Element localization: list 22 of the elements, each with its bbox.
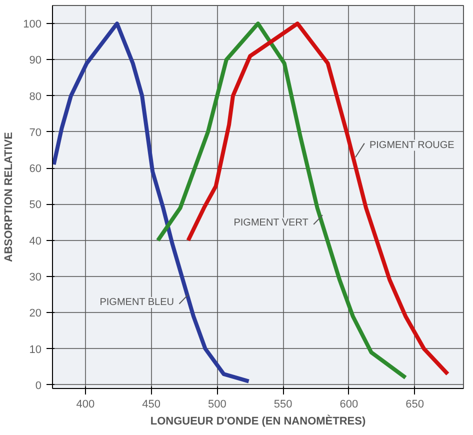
y-tick-label: 100	[23, 18, 42, 31]
y-tick-label: 90	[29, 54, 42, 67]
y-tick-label: 80	[29, 90, 42, 103]
annotation: PIGMENT BLEU	[100, 297, 174, 308]
x-tick-label: 500	[208, 398, 226, 410]
y-tick-label: 70	[29, 126, 42, 139]
x-axis-title: LONGUEUR D'ONDE (EN NANOMÈTRES)	[150, 414, 366, 428]
x-tick-label: 400	[76, 398, 95, 410]
annotation: PIGMENT VERT	[234, 218, 308, 229]
x-tick-label: 550	[274, 398, 292, 410]
x-tick-label: 600	[340, 398, 358, 410]
y-tick-label: 0	[35, 380, 42, 392]
y-axis-title: ABSORPTION RELATIVE	[3, 132, 16, 262]
y-tick-label: 10	[29, 344, 42, 356]
y-tick-label: 30	[29, 271, 42, 284]
y-tick-label: 60	[29, 163, 42, 176]
x-tick-label: 650	[406, 398, 424, 410]
y-tick-label: 20	[29, 308, 42, 320]
annotation: PIGMENT ROUGE	[369, 140, 455, 151]
y-tick-label: 50	[29, 199, 42, 212]
x-tick-label: 450	[142, 398, 160, 410]
y-tick-label: 40	[29, 235, 42, 248]
